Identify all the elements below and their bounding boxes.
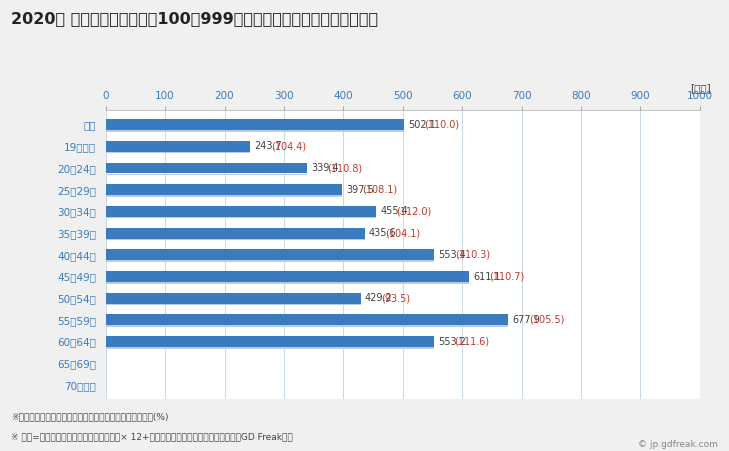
- Text: 455.4: 455.4: [381, 207, 408, 216]
- Bar: [106, 293, 361, 304]
- Bar: [106, 282, 469, 284]
- Bar: [106, 141, 251, 152]
- Text: [万円]: [万円]: [690, 83, 711, 93]
- Text: 429.2: 429.2: [365, 293, 393, 303]
- Text: (93.5): (93.5): [381, 293, 410, 303]
- Text: (104.4): (104.4): [270, 141, 306, 151]
- Text: 339.4: 339.4: [311, 163, 339, 173]
- Bar: [106, 162, 308, 174]
- Text: 243.7: 243.7: [254, 141, 282, 151]
- Text: (111.6): (111.6): [455, 336, 490, 347]
- Text: (108.1): (108.1): [362, 185, 397, 195]
- Bar: [106, 336, 434, 347]
- Bar: [106, 206, 376, 217]
- Bar: [106, 174, 308, 175]
- Text: (110.3): (110.3): [455, 250, 490, 260]
- Bar: [106, 260, 434, 262]
- Bar: [106, 152, 251, 153]
- Text: (110.0): (110.0): [424, 120, 459, 129]
- Text: 553.4: 553.4: [439, 250, 467, 260]
- Bar: [106, 119, 404, 130]
- Text: ※（）内は域内の同業種・同年齢層の平均所得に対する比(%): ※（）内は域内の同業種・同年齢層の平均所得に対する比(%): [11, 413, 168, 422]
- Text: (104.1): (104.1): [385, 228, 420, 238]
- Bar: [106, 239, 364, 240]
- Bar: [106, 184, 342, 195]
- Text: 435.6: 435.6: [369, 228, 397, 238]
- Bar: [106, 228, 364, 239]
- Bar: [106, 195, 342, 197]
- Bar: [106, 347, 434, 349]
- Text: 677.9: 677.9: [512, 315, 540, 325]
- Bar: [106, 249, 434, 260]
- Text: (110.8): (110.8): [327, 163, 363, 173]
- Bar: [106, 304, 361, 305]
- Text: ※ 年収=「きまって支給する現金給与額」× 12+「年間賞与その他特別給与額」としてGD Freak推計: ※ 年収=「きまって支給する現金給与額」× 12+「年間賞与その他特別給与額」と…: [11, 432, 292, 441]
- Text: © jp.gdfreak.com: © jp.gdfreak.com: [638, 440, 718, 449]
- Text: 553.2: 553.2: [439, 336, 467, 347]
- Text: 611.1: 611.1: [473, 272, 500, 281]
- Bar: [106, 314, 508, 325]
- Bar: [106, 130, 404, 132]
- Text: 502.1: 502.1: [408, 120, 436, 129]
- Bar: [106, 326, 508, 327]
- Text: (105.5): (105.5): [529, 315, 564, 325]
- Text: (112.0): (112.0): [397, 207, 432, 216]
- Text: 2020年 民間企業（従業者数100～999人）フルタイム労働者の平均年収: 2020年 民間企業（従業者数100～999人）フルタイム労働者の平均年収: [11, 11, 378, 26]
- Bar: [106, 217, 376, 218]
- Text: 397.5: 397.5: [346, 185, 374, 195]
- Bar: [106, 271, 469, 282]
- Text: (110.7): (110.7): [489, 272, 524, 281]
